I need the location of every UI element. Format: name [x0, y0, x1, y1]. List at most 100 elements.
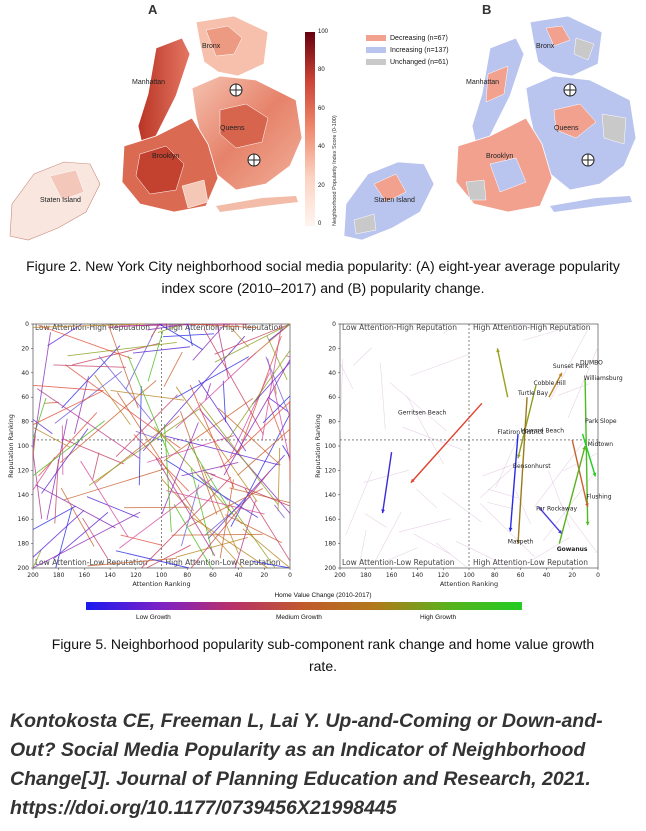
background-trajectory-line — [380, 362, 386, 430]
trajectory-line — [265, 356, 291, 417]
trajectory-line — [146, 544, 191, 569]
trajectory-line — [88, 408, 200, 486]
trajectory-line — [225, 514, 283, 544]
arrowhead — [582, 446, 587, 450]
map-b-popularity-change: Bronx Manhattan Queens Brooklyn Staten I… — [343, 15, 637, 241]
y-axis-label: Reputation Ranking — [7, 414, 15, 478]
background-trajectory-line — [410, 354, 470, 377]
x-tick-label: 140 — [412, 572, 424, 579]
background-trajectory-line — [353, 347, 372, 366]
neighborhood-label: Williamsburg — [584, 375, 623, 382]
highlighted-trajectory-arrow — [381, 451, 393, 514]
background-trajectory-line — [549, 329, 588, 401]
highlighted-trajectory-arrow — [410, 402, 483, 484]
panel-b-letter: B — [482, 2, 492, 17]
x-tick-label: 0 — [596, 572, 600, 579]
y-tick-label: 180 — [325, 541, 337, 548]
background-trajectory-line — [495, 440, 518, 488]
neighborhood-label: Far Rockaway — [536, 506, 577, 513]
y-tick-label: 160 — [325, 516, 337, 523]
background-trajectory-line — [389, 382, 448, 432]
neighborhood-label: Park Slope — [585, 418, 617, 425]
x-tick-label: 100 — [463, 572, 475, 579]
trajectory-line — [237, 428, 291, 476]
background-trajectory-line — [479, 502, 535, 557]
map-a-label-manhattan: Manhattan — [132, 79, 165, 86]
background-trajectory-line — [398, 518, 451, 533]
background-trajectory-line — [557, 383, 590, 396]
trajectory-line — [216, 323, 229, 379]
growth-label-medium: Medium Growth — [276, 614, 322, 621]
y-tick-label: 60 — [21, 394, 29, 401]
trajectory-line — [74, 376, 89, 435]
trajectory-line — [53, 364, 127, 368]
highlighted-trajectory-arrow — [584, 378, 589, 526]
colorbar-tick: 80 — [318, 67, 325, 73]
trajectory-line — [32, 427, 71, 448]
trajectory-line — [230, 413, 291, 527]
y-tick-label: 60 — [328, 394, 336, 401]
trajectory-line — [222, 380, 227, 423]
trajectory-line — [72, 342, 160, 366]
neighborhood-label: Gowanus — [557, 546, 588, 553]
x-tick-label: 160 — [79, 572, 91, 579]
legend-item-increasing: Increasing (n=137) — [366, 44, 449, 56]
y-tick-label: 200 — [325, 565, 337, 572]
trajectory-line — [150, 323, 161, 338]
highlighted-trajectory-arrow — [538, 506, 563, 535]
trajectory-line — [63, 467, 168, 501]
trajectory-line — [175, 386, 258, 503]
x-tick-label: 80 — [183, 572, 191, 579]
trajectory-line — [32, 505, 76, 530]
x-tick-label: 100 — [156, 572, 168, 579]
trajectory-line — [274, 504, 285, 519]
figure2-caption: Figure 2. New York City neighborhood soc… — [26, 258, 620, 296]
map-a-label-brooklyn: Brooklyn — [152, 153, 179, 160]
trajectory-line — [166, 490, 265, 515]
trajectory-line — [214, 323, 291, 355]
trajectory-line — [87, 557, 177, 567]
trajectory-line — [163, 333, 215, 338]
map-a-label-bronx: Bronx — [202, 43, 221, 50]
change-legend: Decreasing (n=67) Increasing (n=137) Unc… — [366, 32, 449, 68]
trajectory-line — [86, 496, 139, 518]
quadrant-label-bottom-right: High Attention-Low Reputation — [473, 558, 588, 567]
arrowhead — [592, 472, 597, 477]
background-trajectory-line — [339, 362, 354, 389]
trajectory-line — [187, 323, 193, 347]
trajectory-line — [155, 456, 216, 557]
trajectory-line — [115, 550, 190, 569]
arrowhead — [516, 539, 521, 544]
trajectory-line — [203, 328, 264, 435]
trajectory-line — [262, 395, 291, 424]
neighborhood-label: Flushing — [586, 493, 611, 500]
neighborhood-label: Cobble Hill — [534, 380, 567, 387]
trajectory-line — [223, 359, 291, 476]
trajectory-line — [38, 412, 98, 477]
arrowhead — [558, 372, 562, 377]
x-tick-label: 80 — [491, 572, 499, 579]
background-trajectory-line — [456, 541, 512, 569]
legend-swatch — [366, 35, 386, 41]
y-tick-label: 100 — [18, 443, 30, 450]
trajectory-line — [110, 390, 185, 401]
trajectory-line — [197, 474, 229, 501]
trajectory-line — [187, 441, 233, 515]
trajectory-line — [121, 323, 234, 327]
background-trajectory-line — [363, 469, 410, 483]
trajectory-line — [32, 452, 43, 519]
map-b-label-brooklyn: Brooklyn — [486, 153, 513, 160]
background-trajectory-line — [482, 461, 521, 477]
trajectory-line — [190, 468, 214, 556]
trajectory-line — [54, 459, 59, 524]
neighborhood-label: Flatiron District — [497, 429, 544, 436]
y-tick-label: 80 — [328, 419, 336, 426]
trajectory-line — [229, 487, 291, 504]
trajectory-line — [32, 384, 104, 392]
trajectory-line — [266, 398, 284, 441]
arrowhead — [516, 454, 521, 459]
x-tick-label: 40 — [235, 572, 243, 579]
highlighted-trajectory-arrow — [558, 445, 586, 544]
x-tick-label: 20 — [568, 572, 576, 579]
trajectory-line — [32, 419, 53, 435]
